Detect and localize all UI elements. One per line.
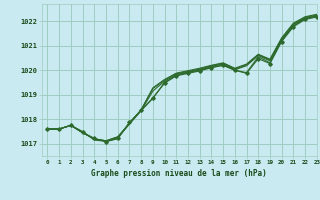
X-axis label: Graphe pression niveau de la mer (hPa): Graphe pression niveau de la mer (hPa) xyxy=(91,169,267,178)
